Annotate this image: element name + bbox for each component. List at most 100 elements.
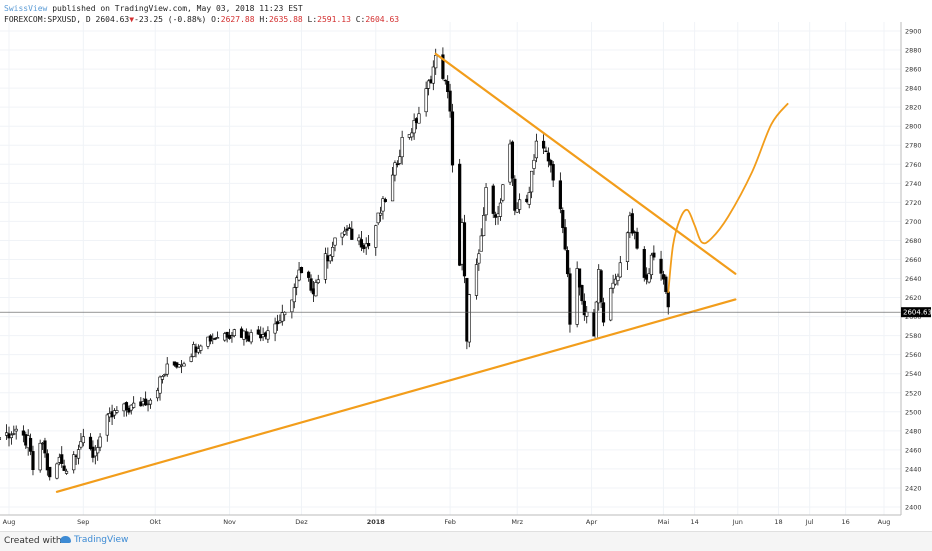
open-label: O: bbox=[211, 15, 221, 24]
change-value: -23.25 (-0.88%) bbox=[134, 15, 207, 24]
candle-up bbox=[273, 323, 277, 334]
price-tick-label: 2820 bbox=[905, 104, 922, 112]
price-tick-label: 2860 bbox=[905, 66, 922, 74]
price-tick-label: 2700 bbox=[905, 218, 922, 226]
candle-down bbox=[544, 150, 548, 153]
candle-up bbox=[206, 336, 210, 347]
trendline-group[interactable] bbox=[55, 52, 737, 493]
candle-up bbox=[163, 374, 167, 376]
candle-down bbox=[299, 267, 304, 274]
time-tick-label: 14 bbox=[690, 518, 698, 526]
price-tick-label: 2720 bbox=[905, 199, 922, 207]
candle-down bbox=[213, 338, 217, 340]
candle-up bbox=[398, 156, 402, 164]
candle-down bbox=[383, 199, 387, 202]
candle-up bbox=[410, 132, 414, 138]
candle-up bbox=[280, 312, 284, 322]
candle-up bbox=[316, 279, 320, 283]
price-tick-label: 2800 bbox=[905, 123, 922, 131]
last-price-label: 2604.63 bbox=[903, 309, 932, 317]
candle-up bbox=[412, 120, 416, 134]
candle-down bbox=[561, 210, 565, 228]
trendline-support bbox=[55, 298, 737, 493]
candle-up bbox=[182, 363, 186, 367]
candle-up bbox=[482, 215, 486, 236]
candle-up bbox=[431, 66, 435, 84]
publish-info: published on TradingView.com, May 03, 20… bbox=[52, 4, 303, 13]
candle-up bbox=[618, 262, 622, 278]
candle-up bbox=[266, 330, 270, 340]
candle-down bbox=[28, 438, 33, 452]
candle-down bbox=[448, 90, 452, 112]
candle-up bbox=[378, 212, 383, 216]
time-tick-label: Aug bbox=[3, 518, 16, 526]
price-tick-label: 2760 bbox=[905, 161, 922, 169]
candle-up bbox=[393, 162, 397, 176]
price-tick-label: 2560 bbox=[905, 351, 922, 359]
candle-down bbox=[513, 178, 517, 211]
candle-up bbox=[105, 414, 109, 436]
low-label: L: bbox=[307, 15, 318, 24]
candle-down bbox=[458, 163, 462, 266]
candle-down bbox=[144, 398, 148, 406]
time-tick-label: 16 bbox=[842, 518, 850, 526]
price-tick-label: 2840 bbox=[905, 85, 922, 93]
candle-up bbox=[295, 277, 299, 288]
candle-up bbox=[340, 232, 344, 238]
candle-up bbox=[649, 254, 654, 276]
candle-down bbox=[395, 163, 399, 166]
candle-up bbox=[148, 399, 153, 405]
candle-up bbox=[647, 273, 651, 283]
candle-up bbox=[390, 174, 395, 202]
candle-up bbox=[76, 449, 81, 459]
candle-up bbox=[132, 402, 136, 408]
candle-down bbox=[441, 54, 445, 79]
price-tick-label: 2460 bbox=[905, 446, 922, 454]
time-tick-label: Feb bbox=[444, 518, 456, 526]
author-link[interactable]: SwissView bbox=[4, 4, 48, 13]
time-axis[interactable]: Aug Sep Okt Nov Dez 2018 Feb Mrz Apr Mai 14 Jun 18 Ju… bbox=[3, 518, 891, 526]
candle-down bbox=[225, 331, 229, 338]
candle-down bbox=[462, 222, 467, 277]
open-value: 2627.88 bbox=[220, 15, 255, 24]
candle-down bbox=[666, 291, 670, 308]
candle-up bbox=[331, 246, 335, 257]
candle-down bbox=[642, 249, 646, 278]
candle-down bbox=[563, 227, 567, 250]
candle-down bbox=[551, 164, 555, 181]
candle-down bbox=[359, 239, 363, 248]
candle-up bbox=[625, 232, 630, 262]
down-arrow-icon: ▼ bbox=[129, 15, 135, 24]
candle-down bbox=[244, 331, 248, 339]
candle-up bbox=[374, 225, 378, 248]
candle-up bbox=[417, 113, 421, 124]
candle-up bbox=[0, 437, 2, 440]
candle-down bbox=[366, 243, 371, 247]
candle-up bbox=[199, 345, 203, 351]
candle-up bbox=[72, 454, 76, 471]
candle-down bbox=[21, 430, 25, 436]
candle-up bbox=[189, 356, 193, 362]
candle-down bbox=[307, 271, 311, 278]
close-label: C: bbox=[355, 15, 366, 24]
candle-up bbox=[518, 199, 522, 210]
time-tick-label: Okt bbox=[150, 518, 162, 526]
candle-down bbox=[630, 213, 634, 234]
candle-up bbox=[323, 253, 328, 280]
price-tick-label: 2480 bbox=[905, 427, 922, 435]
projection-curve-group[interactable] bbox=[667, 102, 789, 293]
price-tick-label: 2640 bbox=[905, 275, 922, 283]
candle-up bbox=[400, 137, 404, 158]
price-chart[interactable]: 2900 2880 2860 2840 2820 2800 2780 2760 2740 2720… bbox=[0, 0, 932, 531]
symbol-label[interactable]: FOREXCOM:SPXUSD, D bbox=[4, 15, 91, 24]
price-tick-label: 2440 bbox=[905, 465, 922, 473]
candle-up bbox=[55, 463, 59, 479]
candle-up bbox=[115, 410, 119, 413]
candle-up bbox=[64, 470, 69, 474]
tradingview-logo[interactable]: TradingView bbox=[60, 535, 128, 545]
candle-up bbox=[230, 335, 234, 338]
candle-up bbox=[474, 264, 479, 296]
last-value: 2604.63 bbox=[95, 15, 130, 24]
chart-header: SwissView published on TradingView.com, … bbox=[4, 3, 399, 25]
candle-up bbox=[434, 55, 438, 69]
